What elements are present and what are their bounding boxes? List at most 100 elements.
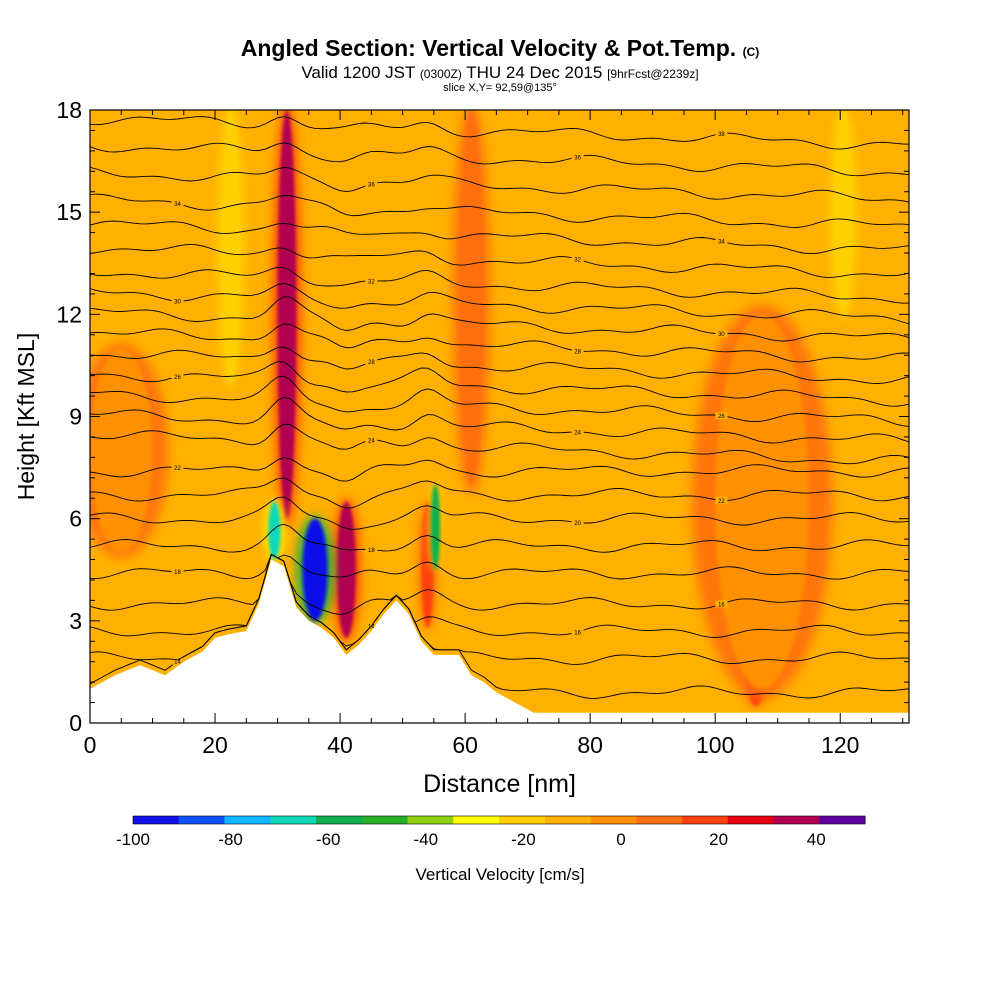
contour-label: 18 xyxy=(368,548,375,554)
theta-contour xyxy=(90,396,909,444)
colorbar-swatch xyxy=(499,816,546,824)
theta-contour xyxy=(90,375,909,427)
colorbar-swatch xyxy=(727,816,774,824)
colorbar-swatch xyxy=(407,816,454,824)
x-tick-label: 60 xyxy=(452,732,478,758)
contour-label-bg xyxy=(715,330,728,338)
chart-title: Angled Section: Vertical Velocity & Pot.… xyxy=(240,35,760,61)
velocity-region-updraft-band-5nm xyxy=(90,348,153,553)
contour-label: 20 xyxy=(574,521,581,527)
colorbar-tick-label: 40 xyxy=(807,830,826,849)
colorbar-tick-label: -100 xyxy=(116,830,150,849)
contour-label-bg xyxy=(571,428,584,436)
copyright-mark: (C) xyxy=(742,45,760,59)
colorbar-swatch xyxy=(361,816,408,824)
y-axis-label: Height [Kft MSL] xyxy=(13,333,39,500)
plot-area: 14 14 16 16 18 18 20 22 22 24 24 26 26 28 28 30 30 32 32 34… xyxy=(90,110,909,723)
contour-label: 38 xyxy=(718,132,725,138)
contour-label: 26 xyxy=(174,375,181,381)
theta-contour xyxy=(90,457,909,482)
theta-contour xyxy=(90,220,909,255)
velocity-region-sink-121nm xyxy=(833,110,853,315)
contour-label: 22 xyxy=(174,466,181,472)
colorbar-swatch xyxy=(453,816,500,824)
y-tick-label: 12 xyxy=(56,301,82,327)
theta-contour xyxy=(90,266,909,304)
x-tick-label: 100 xyxy=(696,732,734,758)
contour-label: 36 xyxy=(574,155,581,161)
y-tick-label: 0 xyxy=(69,710,82,736)
contour-label: 32 xyxy=(574,258,581,264)
contour-label: 28 xyxy=(368,360,375,366)
contour-label-bg xyxy=(571,519,584,527)
theta-contour xyxy=(90,496,909,530)
theta-contour xyxy=(90,553,909,665)
colorbar-swatch xyxy=(224,816,271,824)
colorbar-frame xyxy=(132,815,866,825)
colorbar-swatch xyxy=(590,816,637,824)
y-tick-label: 15 xyxy=(56,199,82,225)
contour-label: 30 xyxy=(718,332,725,338)
contour-label: 36 xyxy=(368,183,375,189)
colorbar-swatch xyxy=(773,816,820,824)
contour-label-bg xyxy=(571,628,584,636)
contour-label-bg xyxy=(715,130,728,138)
chart-subtitle: Valid 1200 JST (0300Z) THU 24 Dec 2015 [… xyxy=(301,63,699,82)
colorbar-swatch xyxy=(316,816,363,824)
contour-label: 18 xyxy=(174,570,181,576)
contour-label-bg xyxy=(365,180,378,188)
contour-label-bg xyxy=(715,496,728,504)
colorbar-swatch xyxy=(636,816,683,824)
theta-contour xyxy=(90,193,909,228)
theta-contour xyxy=(90,346,909,384)
colorbar-swatch xyxy=(270,816,317,824)
contour-label: 16 xyxy=(718,602,725,608)
contour-label: 34 xyxy=(718,240,725,246)
x-axis-label: Distance [nm] xyxy=(423,770,576,798)
theta-contour xyxy=(90,282,909,325)
contour-label-bg xyxy=(171,199,184,207)
contour-label-bg xyxy=(365,546,378,554)
velocity-region-updraft-41nm xyxy=(336,501,356,638)
colorbar-swatch xyxy=(682,816,729,824)
contour-label-bg xyxy=(365,436,378,444)
y-tick-label: 18 xyxy=(56,97,82,123)
contour-label-bg xyxy=(171,567,184,575)
colorbar-tick-label: -40 xyxy=(414,830,439,849)
theta-contour xyxy=(90,142,909,177)
theta-contour xyxy=(90,116,909,150)
colorbar-tick-label: 0 xyxy=(616,830,625,849)
contour-label-bg xyxy=(571,347,584,355)
velocity-region-downdraft-55nm xyxy=(430,484,441,570)
theta-contour xyxy=(90,423,909,465)
contour-label-bg xyxy=(171,372,184,380)
theta-contour xyxy=(90,243,909,278)
chart-title-block: Angled Section: Vertical Velocity & Pot.… xyxy=(0,36,1000,94)
theta-contour xyxy=(90,361,909,407)
colorbar-swatch xyxy=(544,816,591,824)
contour-label: 16 xyxy=(574,630,581,636)
contour-label-bg xyxy=(365,277,378,285)
theta-contour xyxy=(90,323,909,363)
y-tick-label: 3 xyxy=(69,608,82,634)
chart-slice-info: slice X,Y= 92,59@135° xyxy=(443,82,557,94)
contour-label: 14 xyxy=(174,660,181,666)
colorbar: -100 -80 -60 -40 -20 0 20 40 Vertical Velocity [… xyxy=(116,815,866,884)
colorbar-tick-label: 20 xyxy=(709,830,728,849)
colorbar-swatch xyxy=(133,816,180,824)
contour-label: 30 xyxy=(174,300,181,306)
theta-contour xyxy=(90,523,909,553)
contour-label-bg xyxy=(715,412,728,420)
contour-label: 34 xyxy=(174,202,181,208)
x-tick-label: 80 xyxy=(577,732,603,758)
contour-label-bg xyxy=(171,297,184,305)
theta-contour xyxy=(90,553,909,580)
contour-label: 24 xyxy=(574,430,581,436)
contour-label: 26 xyxy=(718,414,725,420)
y-tick-label: 9 xyxy=(69,404,82,430)
velocity-region-updraft-core-31nm xyxy=(277,110,297,519)
velocity-region-updraft-band-107nm xyxy=(715,314,809,689)
contour-label: 32 xyxy=(368,279,375,285)
x-tick-label: 20 xyxy=(202,732,228,758)
